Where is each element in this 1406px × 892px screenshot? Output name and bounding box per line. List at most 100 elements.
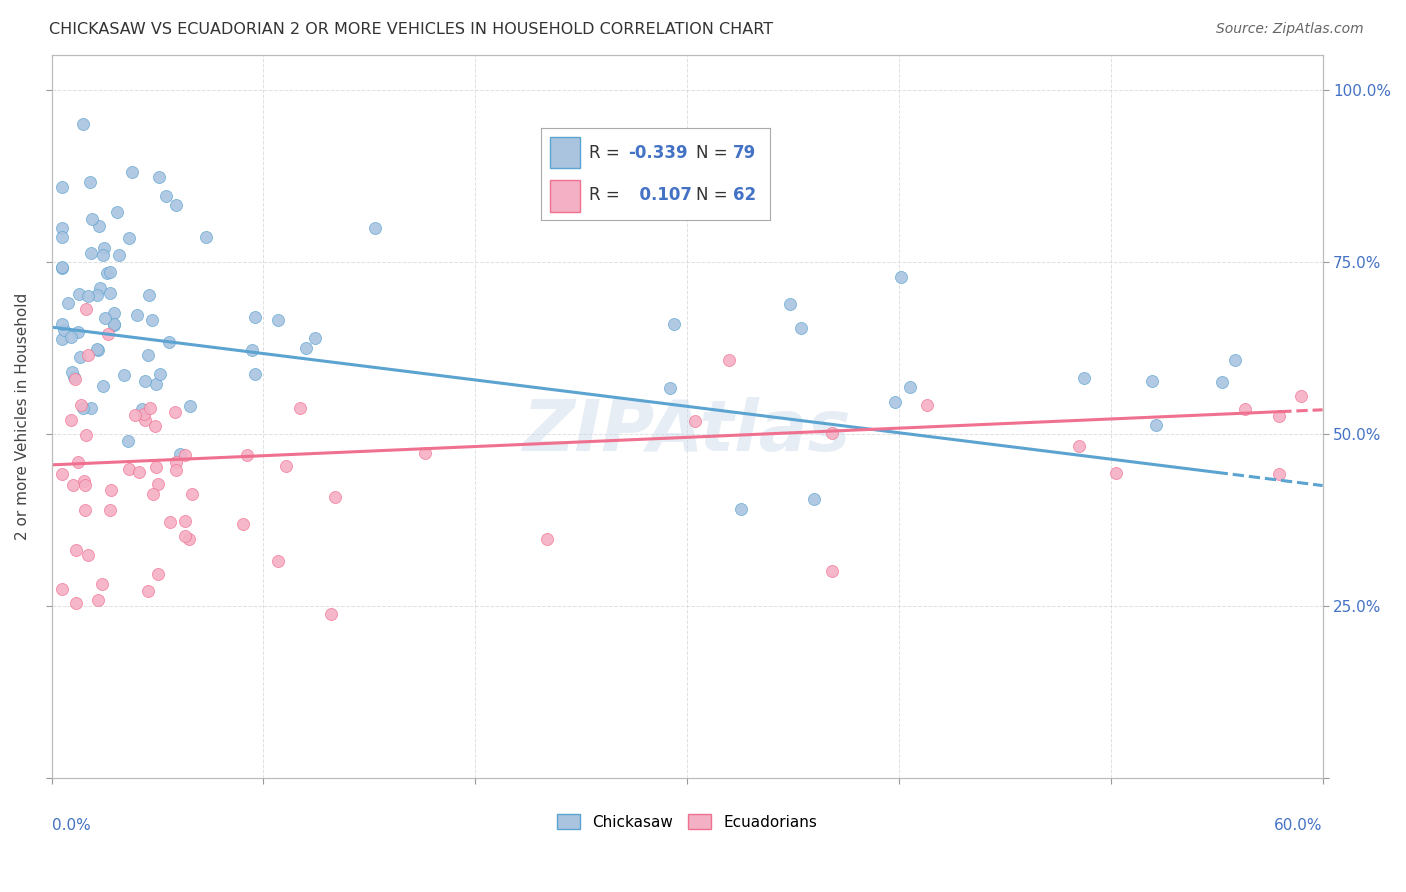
Point xyxy=(1067,439,1090,453)
Point xyxy=(75,503,97,517)
Point xyxy=(124,408,146,422)
Point xyxy=(112,368,135,382)
Point xyxy=(174,514,197,528)
Point xyxy=(146,566,169,581)
Point xyxy=(125,308,148,322)
Point xyxy=(51,229,73,244)
Point xyxy=(100,285,122,300)
Point xyxy=(917,398,939,412)
Point xyxy=(294,341,316,355)
Text: 60.0%: 60.0% xyxy=(1274,818,1323,833)
Point xyxy=(103,317,125,331)
Point xyxy=(179,399,201,413)
Point xyxy=(177,532,200,546)
Point xyxy=(884,395,907,409)
Point xyxy=(87,592,110,607)
Point xyxy=(145,377,167,392)
Point xyxy=(821,425,844,440)
Text: N =: N = xyxy=(696,144,734,161)
Point xyxy=(67,286,90,301)
Text: 0.107: 0.107 xyxy=(627,186,692,204)
Point xyxy=(52,323,75,337)
Point xyxy=(1140,374,1163,388)
Legend: Chickasaw, Ecuadorians: Chickasaw, Ecuadorians xyxy=(551,808,824,836)
Point xyxy=(51,221,73,235)
Point xyxy=(66,325,89,339)
Point xyxy=(194,230,217,244)
Point xyxy=(232,516,254,531)
Point xyxy=(243,310,266,324)
Point xyxy=(155,188,177,202)
Point xyxy=(131,402,153,417)
Y-axis label: 2 or more Vehicles in Household: 2 or more Vehicles in Household xyxy=(15,293,30,541)
Point xyxy=(105,205,128,219)
Point xyxy=(165,463,187,477)
Point xyxy=(662,318,685,332)
Text: R =: R = xyxy=(589,144,624,161)
Point xyxy=(413,446,436,460)
Point xyxy=(730,501,752,516)
Point xyxy=(60,365,83,379)
Point xyxy=(138,583,160,598)
Point xyxy=(96,266,118,280)
Point xyxy=(65,596,87,610)
Point xyxy=(65,543,87,558)
FancyBboxPatch shape xyxy=(550,136,579,169)
Text: 0.0%: 0.0% xyxy=(52,818,90,833)
Point xyxy=(59,330,82,344)
Point xyxy=(80,401,103,416)
Point xyxy=(75,478,97,492)
Point xyxy=(890,269,912,284)
Point xyxy=(1234,402,1257,417)
Point xyxy=(274,458,297,473)
Point xyxy=(94,311,117,326)
Point xyxy=(1268,467,1291,481)
Point xyxy=(159,515,181,529)
Point xyxy=(536,532,558,546)
Point xyxy=(145,460,167,475)
Point xyxy=(70,398,93,412)
Point xyxy=(79,175,101,189)
Point xyxy=(138,288,160,302)
Point xyxy=(118,462,141,476)
Point xyxy=(128,465,150,479)
Text: CHICKASAW VS ECUADORIAN 2 OR MORE VEHICLES IN HOUSEHOLD CORRELATION CHART: CHICKASAW VS ECUADORIAN 2 OR MORE VEHICL… xyxy=(49,22,773,37)
Point xyxy=(82,212,104,227)
Point xyxy=(139,401,162,415)
Point xyxy=(134,413,156,427)
Point xyxy=(91,248,114,262)
Point xyxy=(93,241,115,255)
Text: R =: R = xyxy=(589,186,624,204)
Point xyxy=(134,374,156,388)
Point xyxy=(91,378,114,392)
Point xyxy=(319,607,342,621)
Point xyxy=(169,447,191,461)
Point xyxy=(58,295,80,310)
Point xyxy=(165,405,187,419)
Point xyxy=(1211,375,1233,389)
Point xyxy=(779,296,801,310)
Point xyxy=(288,401,311,415)
Point xyxy=(146,477,169,491)
Point xyxy=(67,455,90,469)
Point xyxy=(148,170,170,185)
Point xyxy=(803,491,825,506)
FancyBboxPatch shape xyxy=(550,180,579,212)
Point xyxy=(1267,409,1289,423)
Point xyxy=(174,448,197,462)
Point xyxy=(243,368,266,382)
Point xyxy=(63,372,86,386)
Point xyxy=(659,381,682,395)
Point xyxy=(180,487,202,501)
Point xyxy=(821,564,844,578)
Point xyxy=(173,529,195,543)
Point xyxy=(89,281,111,295)
Point xyxy=(108,248,131,262)
Point xyxy=(103,306,125,320)
Point xyxy=(87,343,110,357)
Point xyxy=(142,486,165,500)
Text: N =: N = xyxy=(696,186,734,204)
Point xyxy=(364,221,387,235)
Point xyxy=(51,260,73,275)
Point xyxy=(77,289,100,303)
